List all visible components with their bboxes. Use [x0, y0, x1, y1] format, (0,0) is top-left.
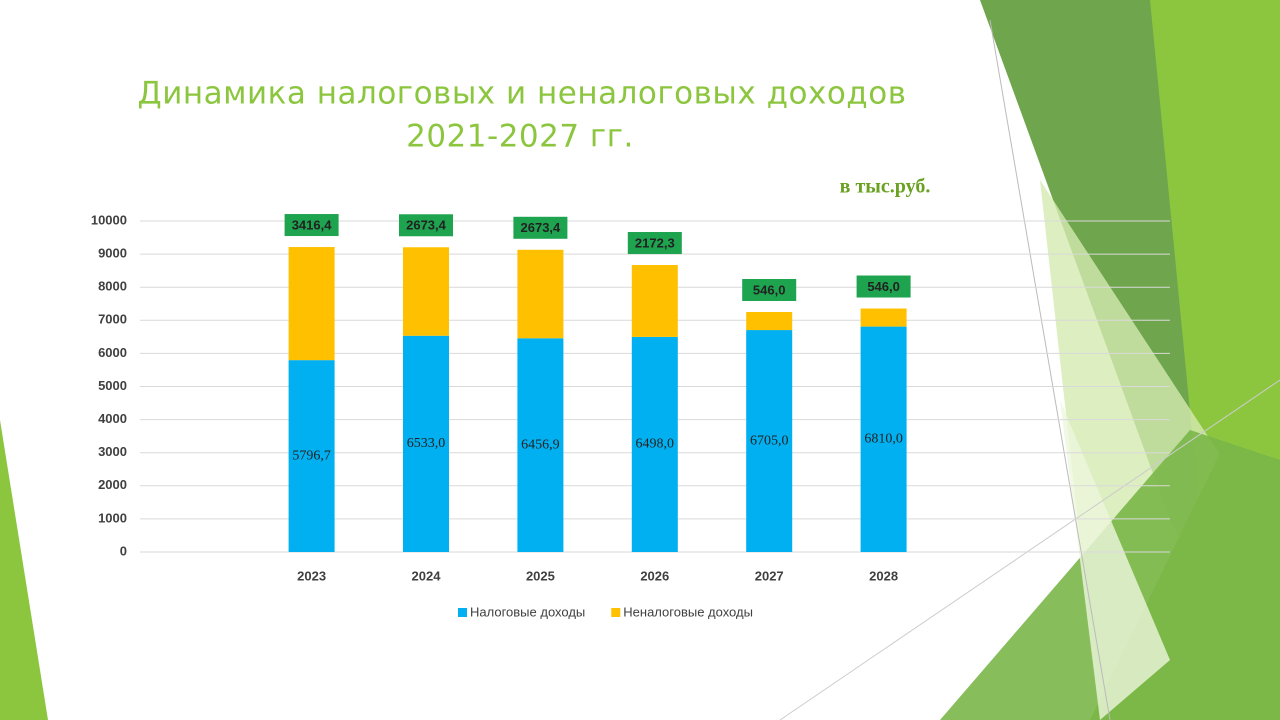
y-tick-label: 10000 — [91, 212, 127, 227]
plot: 0 1000 2000 3000 4000 5000 6000 7000 8000 9000 100… — [91, 212, 1170, 619]
x-tick-label: 2027 — [755, 568, 784, 583]
bar-segment — [631, 265, 678, 337]
value-label: 3416,4 — [292, 217, 333, 232]
x-tick-label: 2025 — [526, 568, 555, 583]
bar-segment — [288, 360, 335, 552]
y-tick-label: 2000 — [98, 477, 127, 492]
y-tick-label: 3000 — [98, 444, 127, 459]
value-label: 2673,4 — [521, 220, 562, 235]
y-tick-label: 0 — [120, 543, 127, 558]
bar-segment — [746, 330, 793, 552]
value-label: 6456,9 — [521, 437, 560, 452]
y-tick-label: 8000 — [98, 279, 127, 294]
y-tick-label: 5000 — [98, 378, 127, 393]
bar-segment — [517, 249, 564, 339]
value-label-box — [856, 275, 911, 298]
bar-segment — [288, 247, 335, 361]
legend-swatch — [611, 608, 621, 617]
y-tick-label: 7000 — [98, 312, 127, 327]
value-label: 2673,4 — [406, 218, 447, 233]
value-label: 546,0 — [867, 279, 900, 294]
title: Динамика налоговых и неналоговых доходов — [138, 76, 907, 112]
value-label-box — [742, 278, 797, 301]
x-tick-label: 2024 — [412, 568, 442, 583]
bar-segment — [631, 336, 678, 552]
bar-segment — [746, 311, 793, 331]
value-label-box — [627, 232, 682, 255]
value-label: 6498,0 — [636, 437, 675, 452]
bar-segment — [860, 326, 907, 552]
value-label: 2172,3 — [635, 235, 675, 250]
x-tick-label: 2028 — [869, 568, 898, 583]
unit-note: в тыс.руб. — [840, 176, 931, 198]
value-label-box — [399, 214, 453, 237]
bar-segment — [403, 247, 449, 336]
x-tick-label: 2026 — [640, 568, 669, 583]
x-tick-label: 2023 — [297, 568, 326, 583]
y-tick-label: 9000 — [98, 246, 127, 261]
title: 2021-2027 гг. — [406, 119, 634, 155]
value-label-box — [513, 216, 568, 239]
value-label: 6810,0 — [864, 432, 903, 447]
legend-swatch — [458, 608, 467, 617]
y-tick-label: 4000 — [98, 411, 127, 426]
y-tick-label: 6000 — [98, 345, 127, 360]
bar-segment — [860, 308, 907, 327]
value-label: 546,0 — [753, 282, 786, 297]
value-label: 6533,0 — [407, 436, 446, 451]
value-label-box — [284, 214, 339, 237]
legend-label: Налоговые доходы — [470, 604, 585, 619]
bar-segment — [517, 338, 564, 552]
y-tick-label: 1000 — [98, 510, 127, 525]
legend-label: Неналоговые доходы — [623, 604, 753, 619]
value-label: 5796,7 — [292, 448, 331, 463]
value-label: 6705,0 — [750, 433, 789, 448]
bar-segment — [403, 335, 449, 552]
